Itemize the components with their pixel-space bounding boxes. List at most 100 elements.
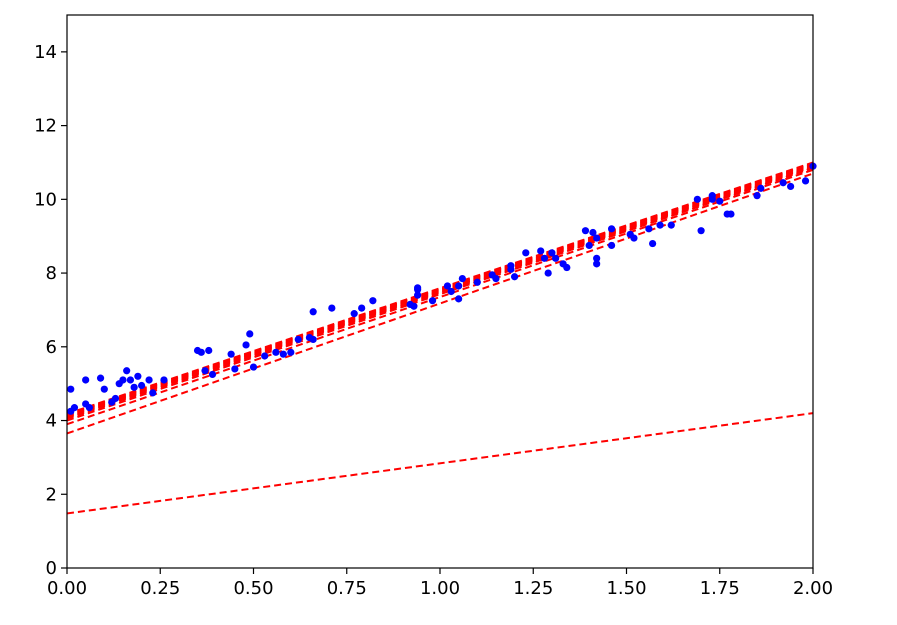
data-point xyxy=(473,278,481,286)
data-point xyxy=(753,192,761,200)
data-point xyxy=(507,262,515,270)
data-point xyxy=(581,227,590,235)
data-point xyxy=(697,227,705,235)
data-point xyxy=(111,394,120,403)
data-point xyxy=(585,241,593,250)
regression-line-1 xyxy=(66,172,814,435)
x-tick-label: 0.25 xyxy=(140,578,180,599)
data-point xyxy=(693,195,701,203)
data-point xyxy=(197,348,205,356)
data-point xyxy=(134,372,142,380)
data-point xyxy=(801,177,810,185)
data-point xyxy=(309,308,317,316)
y-tick-label: 6 xyxy=(46,337,57,358)
data-point xyxy=(414,286,422,294)
y-tick-label: 0 xyxy=(46,558,57,579)
data-point xyxy=(231,365,239,373)
data-point xyxy=(160,376,168,384)
regression-lines xyxy=(66,161,814,515)
data-point xyxy=(708,195,716,203)
data-point xyxy=(667,221,675,229)
data-point xyxy=(358,304,366,312)
y-tick-label: 4 xyxy=(46,411,57,432)
data-point xyxy=(645,225,653,233)
axes-frame xyxy=(66,14,814,569)
data-point xyxy=(428,297,437,305)
data-point xyxy=(410,302,418,310)
regression-line-7 xyxy=(66,163,814,418)
data-point xyxy=(544,269,552,277)
data-point xyxy=(119,376,127,384)
regression-line-0 xyxy=(66,412,814,515)
data-point xyxy=(455,295,463,303)
x-axis: 0.00 0.25 0.50 0.75 1.00 1.25 1.50 1.75 2.00 xyxy=(47,568,833,599)
regression-line-2 xyxy=(66,168,814,426)
regression-line-3 xyxy=(66,167,814,422)
data-point xyxy=(227,350,235,358)
data-point xyxy=(455,282,463,290)
data-point xyxy=(287,348,295,356)
y-axis: 0 2 4 6 8 10 12 14 xyxy=(34,42,67,579)
data-point xyxy=(309,335,317,344)
data-points xyxy=(67,162,817,415)
regression-line-5 xyxy=(66,165,814,419)
data-point xyxy=(593,234,601,242)
data-point xyxy=(130,383,138,391)
data-point xyxy=(510,273,519,281)
data-point xyxy=(96,374,105,382)
data-point xyxy=(630,234,638,242)
data-point xyxy=(716,197,724,205)
data-point xyxy=(563,263,571,272)
x-tick-label: 1.75 xyxy=(700,578,740,599)
data-point xyxy=(82,376,90,384)
regression-line-9 xyxy=(66,162,814,416)
data-point xyxy=(757,184,765,192)
data-point xyxy=(656,221,664,229)
data-point xyxy=(537,247,545,255)
data-point xyxy=(149,389,157,397)
data-point xyxy=(414,291,422,299)
data-point xyxy=(205,346,213,355)
data-point xyxy=(126,376,135,384)
data-point xyxy=(369,297,377,305)
data-point xyxy=(201,367,209,375)
x-tick-label: 0.50 xyxy=(233,578,273,599)
data-point xyxy=(350,310,358,318)
data-point xyxy=(242,341,250,349)
data-point xyxy=(607,241,616,250)
y-tick-label: 8 xyxy=(46,263,57,284)
data-point xyxy=(787,182,795,191)
data-point xyxy=(540,254,549,262)
x-tick-label: 1.00 xyxy=(420,578,460,599)
x-tick-label: 0.75 xyxy=(327,578,367,599)
data-point xyxy=(70,404,79,412)
data-point xyxy=(607,225,616,233)
y-tick-label: 14 xyxy=(34,42,57,63)
data-point xyxy=(246,330,254,338)
data-point xyxy=(138,381,146,390)
data-point xyxy=(67,385,75,393)
data-point xyxy=(492,274,500,283)
regression-line-8 xyxy=(66,162,814,417)
x-tick-label: 2.00 xyxy=(793,578,833,599)
data-point xyxy=(443,282,452,290)
data-point xyxy=(552,254,560,262)
data-point xyxy=(85,404,93,412)
data-point xyxy=(779,179,787,187)
y-tick-label: 2 xyxy=(46,484,57,505)
data-point xyxy=(279,350,287,358)
data-point xyxy=(593,260,601,268)
data-point xyxy=(261,352,269,360)
data-point xyxy=(100,385,108,393)
data-point xyxy=(145,376,153,384)
data-point xyxy=(649,239,657,248)
data-point xyxy=(249,363,258,371)
x-tick-label: 1.50 xyxy=(606,578,646,599)
y-tick-label: 10 xyxy=(34,189,57,210)
data-point xyxy=(522,249,530,257)
regression-line-10 xyxy=(66,161,814,415)
data-point xyxy=(593,254,601,262)
data-point xyxy=(123,367,131,375)
